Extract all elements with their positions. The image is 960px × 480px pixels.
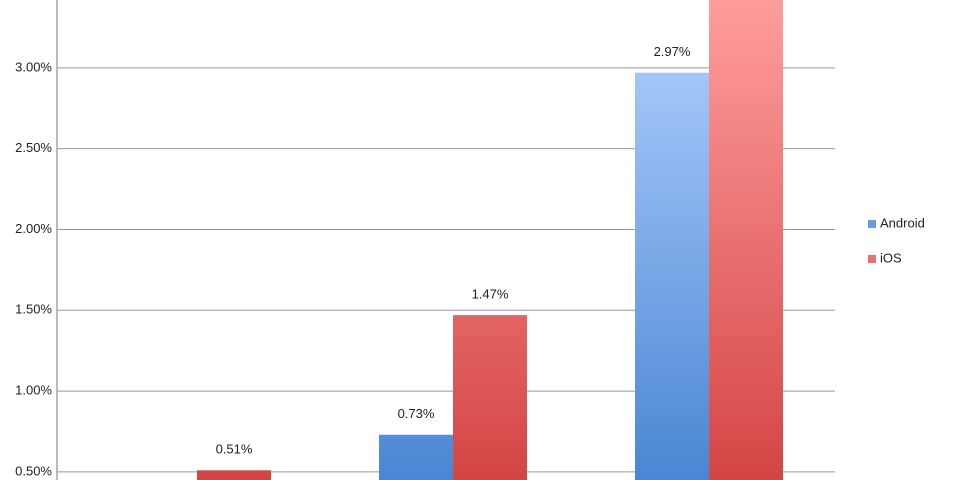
value-label: 0.73% bbox=[398, 406, 435, 421]
bar bbox=[635, 72, 709, 480]
bar bbox=[453, 315, 527, 480]
value-label: 0.51% bbox=[216, 442, 253, 457]
legend-label: Android bbox=[880, 215, 925, 230]
value-label: 2.97% bbox=[654, 44, 691, 59]
bar bbox=[709, 0, 783, 480]
value-label: 1.47% bbox=[472, 287, 509, 302]
labels: 0.50% 1.00% 1.50% 2.00% 2.50% 3.00% 0.51% 0.73%… bbox=[15, 44, 925, 478]
y-tick-label: 0.50% bbox=[15, 463, 52, 478]
y-tick-label: 2.50% bbox=[15, 140, 52, 155]
grid bbox=[57, 67, 835, 473]
bar bbox=[379, 434, 453, 480]
bar bbox=[197, 470, 271, 480]
legend-label: iOS bbox=[880, 250, 902, 265]
bars bbox=[197, 0, 783, 480]
y-tick-label: 3.00% bbox=[15, 59, 52, 74]
y-tick-label: 2.00% bbox=[15, 221, 52, 236]
legend-swatch bbox=[868, 220, 876, 228]
y-tick-label: 1.50% bbox=[15, 302, 52, 317]
legend-swatch bbox=[868, 255, 876, 263]
y-tick-label: 1.00% bbox=[15, 383, 52, 398]
